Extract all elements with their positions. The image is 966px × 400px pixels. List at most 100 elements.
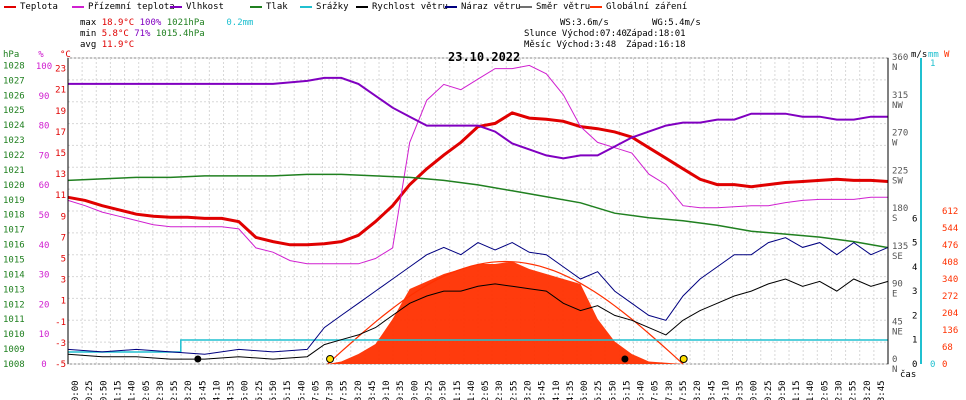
ms-tick: 0 bbox=[912, 360, 917, 370]
dir-tick-name: S bbox=[892, 214, 897, 224]
line-series bbox=[67, 64, 889, 363]
stats-avg: avg 11.9°C bbox=[80, 40, 135, 50]
hpa-tick: 1012 bbox=[3, 300, 25, 310]
time-tick: 05:00 bbox=[241, 380, 251, 400]
w-tick: 272 bbox=[942, 292, 958, 302]
moonrise-marker bbox=[194, 355, 202, 363]
legend-swatch bbox=[590, 5, 602, 8]
dir-tick-name: SE bbox=[892, 252, 903, 262]
time-tick: 20:00 bbox=[750, 380, 760, 400]
c-tick: 7 bbox=[61, 233, 66, 243]
legend-swatch bbox=[300, 5, 312, 8]
hpa-tick: 1023 bbox=[3, 136, 25, 146]
time-tick: 01:40 bbox=[128, 380, 138, 400]
time-tick: 00:50 bbox=[99, 380, 109, 400]
time-tick: 13:20 bbox=[523, 380, 533, 400]
c-tick: -5 bbox=[55, 360, 66, 370]
c-tick: 11 bbox=[55, 191, 66, 201]
legend-label: Srážky bbox=[316, 2, 349, 12]
dir-tick-name: N bbox=[892, 63, 897, 73]
time-tick: 01:15 bbox=[113, 380, 123, 400]
time-tick: 14:35 bbox=[566, 380, 576, 400]
dir-tick-deg: 225 bbox=[892, 166, 908, 176]
legend-item: Přízemní teplota bbox=[72, 2, 175, 12]
w-tick: 476 bbox=[942, 241, 958, 251]
pct-tick: 70 bbox=[39, 151, 50, 161]
time-tick: 15:00 bbox=[580, 380, 590, 400]
time-tick: 00:25 bbox=[85, 380, 95, 400]
legend-item: Vlhkost bbox=[170, 2, 224, 12]
c-tick: 3 bbox=[61, 276, 66, 286]
pct-tick: 30 bbox=[39, 271, 50, 281]
time-tick: 00:00 bbox=[71, 380, 81, 400]
c-tick: 13 bbox=[55, 170, 66, 180]
time-tick: 22:05 bbox=[820, 380, 830, 400]
pct-tick: 20 bbox=[39, 300, 50, 310]
moon-rise: Měsíc Východ:3:48 bbox=[524, 40, 617, 50]
w-tick: 340 bbox=[942, 275, 958, 285]
time-tick: 16:40 bbox=[637, 380, 647, 400]
time-tick: 15:25 bbox=[594, 380, 604, 400]
pct-tick: 10 bbox=[39, 330, 50, 340]
time-tick: 11:40 bbox=[467, 380, 477, 400]
ms-tick: 4 bbox=[912, 263, 917, 273]
sunrise-marker bbox=[326, 355, 335, 363]
legend-item: Teplota bbox=[4, 2, 58, 12]
time-tick: 14:10 bbox=[552, 380, 562, 400]
legend-label: Tlak bbox=[266, 2, 288, 12]
c-tick: 19 bbox=[55, 107, 66, 117]
time-tick: 09:10 bbox=[382, 380, 392, 400]
hpa-tick: 1021 bbox=[3, 166, 25, 176]
hpa-tick: 1019 bbox=[3, 196, 25, 206]
time-unit: čas bbox=[900, 369, 916, 380]
series-line-rychlost-větru bbox=[67, 278, 889, 360]
legend-item: Srážky bbox=[300, 2, 349, 12]
stat-ws: WS:3.6m/s bbox=[560, 18, 609, 28]
time-tick: 11:15 bbox=[453, 380, 463, 400]
time-tick: 08:45 bbox=[368, 380, 378, 400]
hpa-tick: 1011 bbox=[3, 315, 25, 325]
time-tick: 19:35 bbox=[736, 380, 746, 400]
hpa-tick: 1016 bbox=[3, 241, 25, 251]
c-tick: 9 bbox=[61, 212, 66, 222]
legend-swatch bbox=[72, 5, 84, 8]
hpa-tick: 1008 bbox=[3, 360, 25, 370]
pct-tick: 40 bbox=[39, 241, 50, 251]
ms-tick: 1 bbox=[912, 336, 917, 346]
hpa-tick: 1028 bbox=[3, 61, 25, 71]
c-tick: -3 bbox=[55, 339, 66, 349]
hpa-tick: 1010 bbox=[3, 330, 25, 340]
legend-item: Náraz větru bbox=[445, 2, 521, 12]
series-line-tlak bbox=[67, 173, 889, 249]
dir-tick-name: SW bbox=[892, 176, 903, 186]
time-tick: 05:50 bbox=[269, 380, 279, 400]
time-tick: 15:50 bbox=[608, 380, 618, 400]
ms-unit: m/s bbox=[911, 50, 927, 60]
time-tick: 20:50 bbox=[778, 380, 788, 400]
mm-unit: mm bbox=[928, 50, 939, 60]
grid bbox=[67, 57, 889, 365]
dir-tick-deg: 135 bbox=[892, 242, 908, 252]
dir-tick-deg: 180 bbox=[892, 204, 908, 214]
c-tick: 23 bbox=[55, 65, 66, 75]
legend-swatch bbox=[170, 5, 182, 8]
left-axes: hPa% °C1008100910101011101210131014101510… bbox=[3, 50, 71, 370]
pct-tick: 60 bbox=[39, 181, 50, 191]
time-tick: 17:55 bbox=[679, 380, 689, 400]
hpa-tick: 1020 bbox=[3, 181, 25, 191]
sun-rise: Slunce Východ:07:40 bbox=[524, 29, 627, 39]
hpa-tick: 1009 bbox=[3, 345, 25, 355]
radiation-theoretical-curve bbox=[327, 260, 684, 365]
right-axes: m/s mm W0N45NE90E135SE180S225SW270W315NW36… bbox=[887, 50, 958, 375]
pct-unit: % bbox=[38, 50, 44, 60]
time-tick: 10:50 bbox=[439, 380, 449, 400]
pct-tick: 100 bbox=[36, 62, 52, 72]
legend-label: Směr větru bbox=[536, 2, 591, 12]
hpa-tick: 1013 bbox=[3, 285, 25, 295]
dir-tick-name: NW bbox=[892, 101, 903, 111]
time-tick: 20:25 bbox=[764, 380, 774, 400]
dir-tick-deg: 0 bbox=[892, 355, 897, 365]
legend-label: Globální záření bbox=[606, 2, 688, 12]
time-tick: 16:15 bbox=[622, 380, 632, 400]
time-tick: 12:30 bbox=[495, 380, 505, 400]
